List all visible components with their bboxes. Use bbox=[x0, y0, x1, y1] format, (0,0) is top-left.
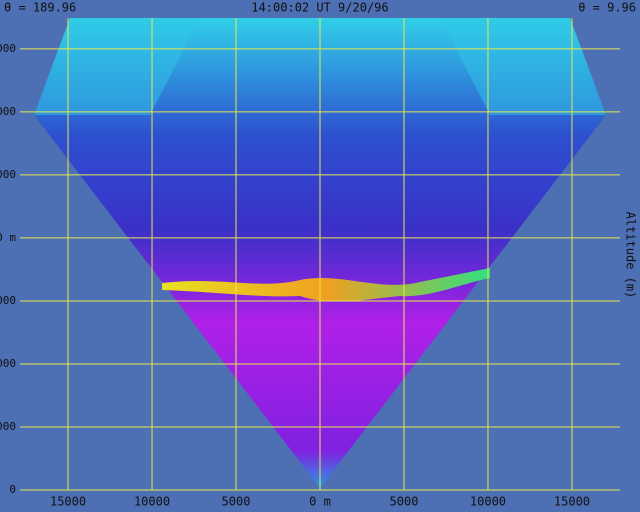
header-left: θ = 189.96 bbox=[4, 1, 76, 15]
x-tick-label: 15000 bbox=[50, 495, 86, 509]
cloud-layer bbox=[162, 268, 490, 302]
header-center: 14:00:02 UT 9/20/96 bbox=[251, 1, 388, 15]
y-axis-label: Altitude (m) bbox=[624, 212, 638, 299]
y-tick-label: 2000 bbox=[0, 420, 16, 433]
scan-edge-right bbox=[440, 18, 606, 115]
header-right: θ = 9.96 bbox=[578, 1, 636, 15]
x-tick-label: 5000 bbox=[390, 495, 419, 509]
x-tick-label: 10000 bbox=[134, 495, 170, 509]
y-tick-label: 14000 bbox=[0, 42, 16, 55]
y-tick-label: 0 bbox=[9, 483, 16, 496]
y-tick-label: 8000 m bbox=[0, 231, 16, 244]
y-tick-label: 10000 bbox=[0, 168, 16, 181]
y-tick-label: 6000 bbox=[0, 294, 16, 307]
scan-edge-left bbox=[34, 18, 200, 115]
x-tick-label: 10000 bbox=[470, 495, 506, 509]
x-tick-label: 5000 bbox=[222, 495, 251, 509]
y-tick-label: 4000 bbox=[0, 357, 16, 370]
y-tick-label: 12000 bbox=[0, 105, 16, 118]
x-tick-label: 0 m bbox=[309, 495, 331, 509]
x-tick-label: 15000 bbox=[554, 495, 590, 509]
